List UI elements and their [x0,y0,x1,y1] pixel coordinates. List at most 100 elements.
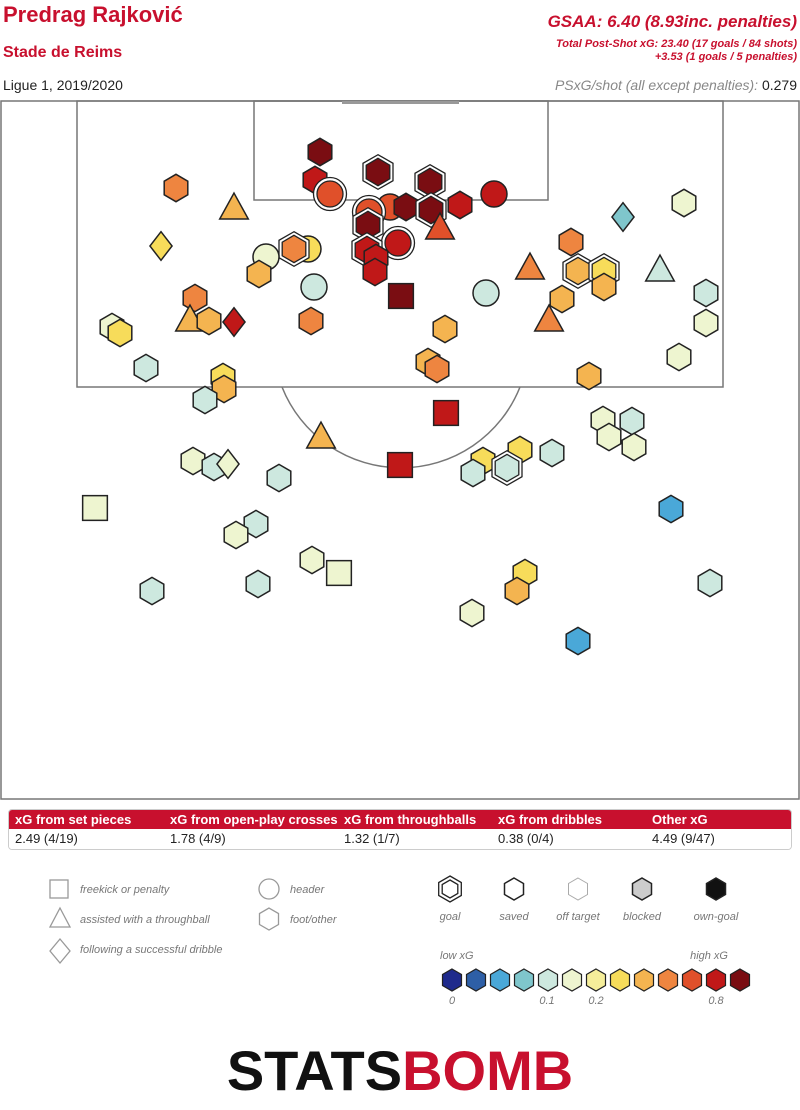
scale-tick-0: 0 [449,995,456,1007]
scale-swatch [537,968,559,992]
shot-shape [424,211,456,240]
scale-swatch [513,968,535,992]
shot-marker [693,308,719,338]
shot-marker [107,318,133,348]
scale-swatch [561,968,583,992]
shot-marker [576,361,602,391]
shot-marker [266,463,292,493]
logo-part-stats: STATS [227,1040,402,1100]
header-throughballs: xG from throughballs [344,812,477,827]
shot-marker [312,176,348,212]
value-other: 4.49 (9/47) [652,831,715,846]
team-name: Stade de Reims [3,44,123,61]
scale-swatch [657,968,679,992]
shot-marker [697,568,723,598]
shot-shape [365,157,391,187]
logo-part-bomb: BOMB [402,1040,573,1100]
scale-tick-0-8: 0.8 [708,995,724,1007]
value-throughballs: 1.32 (1/7) [344,831,400,846]
shot-marker [472,279,500,307]
shot-marker [182,283,208,313]
scale-swatch [729,968,751,992]
shot-marker [549,284,575,314]
shot-shape [107,318,133,348]
shot-marker [278,230,310,268]
outcome-saved: saved [499,911,529,923]
shot-marker [243,509,269,539]
shot-shape [558,227,584,257]
shot-marker [133,353,159,383]
outcome-blocked: blocked [623,911,662,923]
shot-marker [163,173,189,203]
shot-marker [491,449,523,487]
shot-shape [182,283,208,313]
legend-throughball: assisted with a throughball [80,914,210,926]
shot-marker [223,520,249,550]
shot-marker [558,227,584,257]
shot-shape [218,191,250,220]
shot-shape [539,438,565,468]
shot-marker [180,446,206,476]
total-psxg-stat: Total Post-Shot xG: 23.40 (17 goals / 84… [555,38,797,50]
season-label: Ligue 1, 2019/2020 [3,77,123,93]
outcome-icon [631,877,653,901]
shot-marker [222,306,246,338]
shot-marker [139,576,165,606]
shot-marker [644,253,676,282]
shot-shape [596,422,622,452]
shot-shape [386,451,414,479]
scale-swatch [633,968,655,992]
shot-marker [192,385,218,415]
shot-shape [549,284,575,314]
shot-marker [211,374,237,404]
legend-dribble: following a successful dribble [80,944,222,956]
shot-marker [196,306,222,336]
scale-swatch [441,968,463,992]
shot-marker [380,225,416,261]
shot-shape [621,432,647,462]
shot-shape [180,446,206,476]
outcome-icon [438,875,462,903]
shot-shape [243,509,269,539]
outcome-hex [631,877,653,901]
shot-shape [671,188,697,218]
shot-shape [424,354,450,384]
shot-shape [384,229,412,257]
shot-shape [222,306,246,338]
value-crosses: 1.78 (4/9) [170,831,226,846]
shot-shape [591,272,617,302]
scale-swatch [705,968,727,992]
shot-marker [424,211,456,240]
shot-shape [533,303,565,332]
shot-shape [432,314,458,344]
shot-marker [362,257,388,287]
shot-marker [459,598,485,628]
shot-shape [81,494,109,522]
shot-marker [480,180,508,208]
shot-marker [414,163,446,201]
shot-shape [565,626,591,656]
shot-shape [576,361,602,391]
shot-shape [644,253,676,282]
shot-shape [658,494,684,524]
header-legend-icon [258,878,280,900]
shot-shape [223,520,249,550]
psxg-per-shot-label: PSxG/shot (all except penalties): [554,77,759,93]
shot-marker [539,438,565,468]
shot-shape [299,545,325,575]
scale-swatch [585,968,607,992]
shot-marker [424,354,450,384]
shot-shape [693,308,719,338]
xg-breakdown-table: xG from set pieces xG from open-play cro… [8,809,792,850]
outcome-icon [503,877,525,901]
shot-shape [216,448,240,480]
dribble-legend-icon [49,937,71,965]
value-set-pieces: 2.49 (4/19) [15,831,78,846]
shot-shape [133,353,159,383]
penalties-stat: +3.53 (1 goals / 5 penalties) [654,51,797,63]
shot-marker [596,422,622,452]
logo-wordmark: STATSBOMB [227,1040,573,1100]
shot-map [0,100,800,800]
shot-shape [417,167,443,197]
shot-marker [514,251,546,280]
